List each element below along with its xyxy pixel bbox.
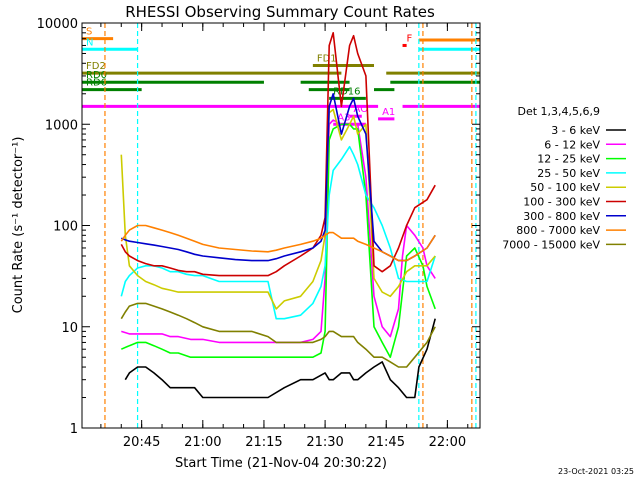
series-line [120,302,436,368]
state-bar-label: FD2 [86,61,106,72]
y-tick-label: 10000 [37,17,78,32]
legend-label: 12 - 25 keV [537,153,600,166]
legend-label: 100 - 300 keV [523,196,600,209]
legend-label: 7000 - 15000 keV [502,238,600,251]
series-line [124,318,436,399]
legend-label: 800 - 7000 keV [516,224,600,237]
y-tick-label: 1 [70,422,78,437]
state-bar-label: RD6 [86,78,107,89]
x-tick-label: 21:30 [306,435,343,450]
footer-timestamp: 23-Oct-2021 03:25 [558,467,634,476]
state-bar-label: A3 [337,112,350,123]
legend-label: 3 - 6 keV [551,124,600,137]
state-bar-label: RD16 [333,86,360,97]
state-bar-label: N [86,37,93,48]
axes: 1 10 100 1000 10000 20:45 21:00 21:15 21:30 21:45… [37,17,481,450]
y-tick-label: 10 [61,321,78,336]
series-line [121,119,436,344]
x-tick-label: 21:45 [368,435,405,450]
series-line [120,31,436,277]
legend-label: 25 - 50 keV [537,167,600,180]
x-tick-label: 21:00 [184,435,221,450]
x-tick-label: 22:00 [429,435,466,450]
legend-label: 300 - 800 keV [523,210,600,223]
x-axis-label: Start Time (21-Nov-04 20:30:22) [175,456,387,471]
state-bar-label: FD1 [317,54,337,65]
series-line [120,123,436,359]
state-bar-label: F [407,33,413,44]
legend-label: 6 - 12 keV [544,138,600,151]
state-bar-label: S [86,27,92,38]
x-tick-label: 20:45 [123,435,160,450]
legend-title: Det 1,3,4,5,6,9 [517,105,600,118]
y-tick-label: 100 [53,220,78,235]
series-lines [120,31,436,399]
series-line [120,108,436,310]
x-tick-label: 21:15 [245,435,282,450]
series-line [120,224,436,262]
chart-title: RHESSI Observing Summary Count Rates [125,3,435,21]
y-tick-label: 1000 [45,118,78,133]
state-bar-label: A1 [382,107,395,118]
state-bar-label: AO [354,104,369,115]
series-line [120,145,436,320]
y-axis-label: Count Rate (s⁻¹ detector⁻¹) [11,137,26,314]
state-bar-label: RD0 [86,70,107,81]
legend-label: 50 - 100 keV [530,181,600,194]
